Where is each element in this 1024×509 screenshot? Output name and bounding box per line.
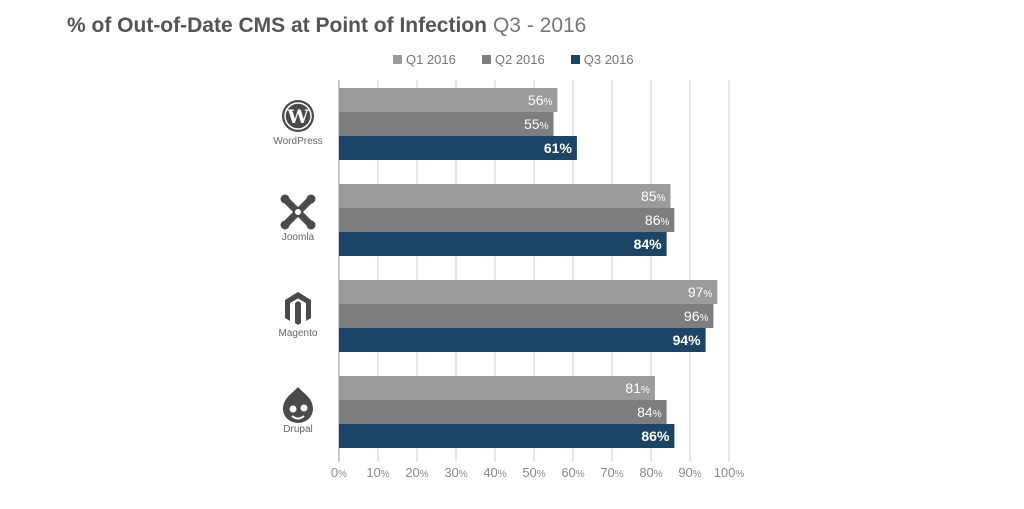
- wordpress-icon: [282, 100, 314, 132]
- drupal-icon-mouth: [291, 415, 305, 420]
- category-label: Drupal: [283, 424, 312, 435]
- chart-title-text: % of Out-of-Date CMS at Point of Infecti…: [67, 14, 487, 37]
- data-label: 86%: [641, 428, 670, 444]
- drupal-icon: [283, 387, 313, 423]
- legend-swatch-q3: [570, 55, 580, 64]
- chart-subtitle: Q3 - 2016: [492, 14, 587, 37]
- data-label: 84%: [637, 404, 662, 420]
- x-tick-label: 60%: [561, 465, 584, 480]
- bar: [339, 328, 706, 352]
- bar: [339, 184, 671, 208]
- joomla-icon-knob: [280, 194, 290, 204]
- magento-icon-center: [295, 301, 301, 325]
- x-tick-label: 90%: [678, 465, 701, 480]
- bar: [339, 88, 558, 112]
- x-tick-label: 20%: [405, 465, 428, 480]
- joomla-icon-knob: [306, 220, 316, 230]
- data-label: 81%: [625, 380, 650, 396]
- bar: [339, 232, 667, 256]
- legend-label-q3: Q3 2016: [583, 52, 634, 67]
- x-tick-label: 100%: [714, 465, 745, 480]
- joomla-icon-knob: [280, 220, 290, 230]
- bar: [339, 208, 675, 232]
- data-label: 96%: [684, 308, 709, 324]
- legend-item-q3: Q3 2016: [570, 52, 634, 67]
- bar: [339, 136, 577, 160]
- legend: Q1 2016 Q2 2016 Q3 2016: [393, 52, 634, 67]
- data-label: 97%: [688, 284, 713, 300]
- bar: [339, 400, 667, 424]
- legend-item-q2: Q2 2016: [481, 52, 545, 67]
- joomla-icon-knob: [306, 194, 316, 204]
- data-label: 55%: [524, 116, 549, 132]
- bar: [339, 112, 554, 136]
- data-label: 85%: [641, 188, 666, 204]
- legend-label-q1: Q1 2016: [406, 52, 456, 67]
- x-tick-label: 30%: [444, 465, 467, 480]
- x-tick-label: 80%: [639, 465, 662, 480]
- bar: [339, 376, 655, 400]
- category-label: Magento: [279, 328, 318, 339]
- legend-swatch-q2: [481, 55, 491, 64]
- data-label: 84%: [634, 236, 663, 252]
- data-label: 61%: [544, 140, 573, 156]
- x-tick-label: 40%: [483, 465, 506, 480]
- legend-item-q1: Q1 2016: [393, 52, 456, 67]
- data-label: 94%: [673, 332, 702, 348]
- drupal-icon-eye: [289, 405, 297, 413]
- category-label: Joomla: [282, 232, 315, 243]
- legend-label-q2: Q2 2016: [494, 52, 545, 67]
- magento-icon: [285, 292, 311, 321]
- bar: [339, 280, 718, 304]
- wordpress-icon-glyph: W: [286, 106, 309, 128]
- x-tick-label: 0%: [331, 465, 347, 480]
- bar: [339, 424, 675, 448]
- x-tick-label: 50%: [522, 465, 545, 480]
- data-label: 56%: [528, 92, 553, 108]
- data-label: 86%: [645, 212, 670, 228]
- chart-title: % of Out-of-Date CMS at Point of Infecti…: [67, 14, 586, 38]
- bar: [339, 304, 714, 328]
- x-tick-label: 70%: [600, 465, 623, 480]
- legend-swatch-q1: [393, 55, 402, 64]
- drupal-icon-eye: [300, 404, 308, 412]
- joomla-icon-center: [295, 209, 301, 215]
- wordpress-icon-ring: [284, 102, 312, 130]
- x-tick-label: 10%: [366, 465, 389, 480]
- category-label: WordPress: [273, 136, 322, 147]
